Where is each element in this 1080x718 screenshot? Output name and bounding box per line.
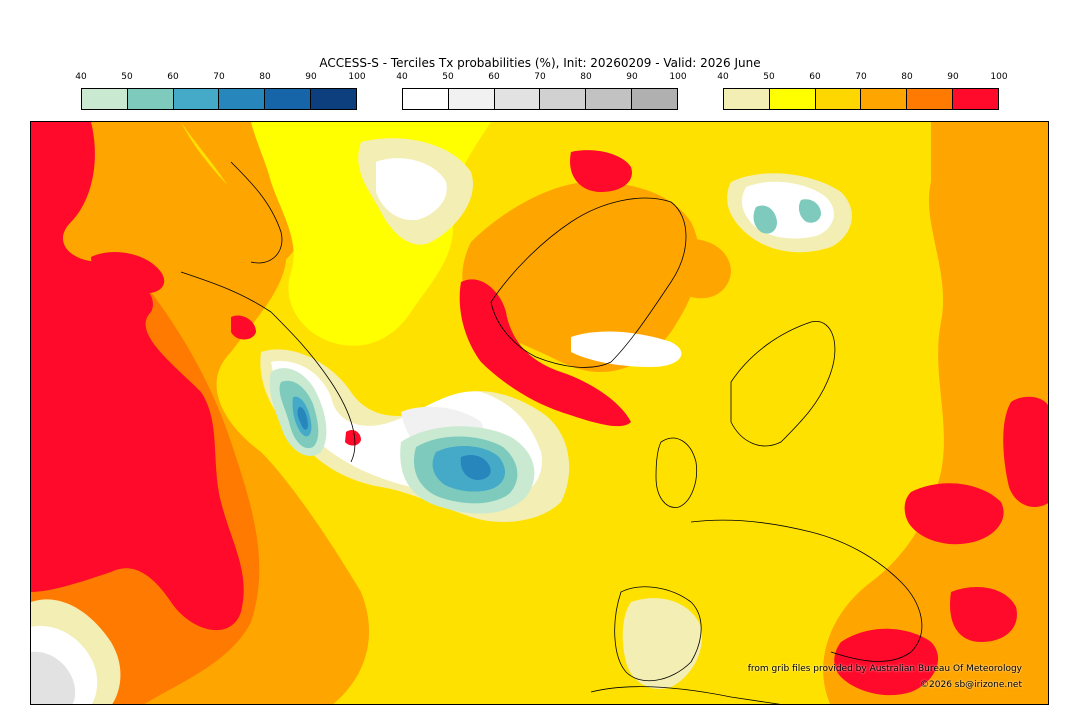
colorbar-tick: 40 bbox=[396, 72, 408, 82]
colorbar-tick: 90 bbox=[947, 72, 959, 82]
colorbar-tick: 80 bbox=[259, 72, 271, 82]
field-orange-east bbox=[823, 122, 1048, 704]
colorbar-swatch bbox=[265, 89, 312, 109]
colorbar-tick: 50 bbox=[442, 72, 454, 82]
source-credit: from grib files provided by Australian B… bbox=[747, 664, 1022, 674]
colorbar-above-normal: 40 50 60 70 80 90 100 bbox=[717, 72, 1008, 112]
field-red-speck bbox=[345, 429, 361, 446]
field-white-arctic bbox=[376, 158, 447, 221]
field-red-west-2 bbox=[91, 252, 165, 294]
colorbar-swatches bbox=[723, 88, 999, 110]
colorbar-tick: 70 bbox=[213, 72, 225, 82]
colorbar-swatches bbox=[81, 88, 357, 110]
field-blue-scandinavia bbox=[753, 205, 777, 234]
coastline-scandinavia bbox=[730, 321, 836, 447]
colorbar-swatch bbox=[494, 89, 541, 109]
colorbar-swatch bbox=[586, 89, 633, 109]
coastline-greenland bbox=[490, 197, 687, 368]
colorbar-swatch bbox=[127, 89, 174, 109]
probability-map: from grib files provided by Australian B… bbox=[30, 121, 1049, 705]
coastline-africa bbox=[590, 686, 781, 704]
colorbar-tick: 60 bbox=[167, 72, 179, 82]
coastline-iberia bbox=[614, 586, 702, 681]
colorbar-tick: 50 bbox=[121, 72, 133, 82]
field-white-greenland bbox=[571, 331, 682, 367]
colorbar-swatch bbox=[173, 89, 220, 109]
colorbar-tick: 100 bbox=[348, 72, 366, 82]
colorbar-ticks: 40 50 60 70 80 90 100 bbox=[717, 72, 1007, 86]
field-blue-atlantic-4 bbox=[460, 455, 491, 480]
field-red-greenland bbox=[459, 279, 631, 427]
field-pale-iberia bbox=[622, 598, 702, 690]
field-red-greenland-n bbox=[570, 150, 632, 192]
colorbar-swatch bbox=[769, 89, 816, 109]
colorbar-swatch bbox=[632, 89, 677, 109]
colorbar-swatch bbox=[815, 89, 862, 109]
colorbar-swatch bbox=[82, 89, 128, 109]
colorbar-tick: 70 bbox=[855, 72, 867, 82]
colorbar-swatch bbox=[219, 89, 266, 109]
colorbar-ticks: 40 50 60 70 80 90 100 bbox=[396, 72, 686, 86]
field-red-speck bbox=[231, 315, 256, 340]
colorbar-tick: 90 bbox=[305, 72, 317, 82]
coastline-canada bbox=[180, 271, 356, 463]
colorbar-swatch bbox=[403, 89, 449, 109]
colorbar-swatches bbox=[402, 88, 678, 110]
coastline-british-isles bbox=[655, 437, 698, 508]
colorbar-swatch bbox=[448, 89, 495, 109]
coastline-europe bbox=[690, 519, 923, 662]
map-field bbox=[31, 122, 1048, 704]
colorbar-tick: 100 bbox=[990, 72, 1008, 82]
field-orange-greenland bbox=[462, 182, 700, 372]
colorbar-ticks: 40 50 60 70 80 90 100 bbox=[75, 72, 365, 86]
field-red-west bbox=[31, 122, 244, 631]
colorbar-tick: 40 bbox=[717, 72, 729, 82]
copyright-credit: ©2026 sb@irizone.net bbox=[920, 680, 1022, 690]
colorbar-near-normal: 40 50 60 70 80 90 100 bbox=[396, 72, 687, 112]
colorbar-tick: 70 bbox=[534, 72, 546, 82]
field-red-med-2 bbox=[950, 587, 1017, 642]
colorbar-tick: 40 bbox=[75, 72, 87, 82]
colorbar-below-normal: 40 50 60 70 80 90 100 bbox=[75, 72, 366, 112]
colorbar-swatch bbox=[540, 89, 587, 109]
coastline-baffin bbox=[230, 161, 283, 264]
colorbar-swatch bbox=[907, 89, 954, 109]
colorbar-tick: 50 bbox=[763, 72, 775, 82]
colorbar-tick: 60 bbox=[809, 72, 821, 82]
colorbar-swatch bbox=[861, 89, 908, 109]
colorbar-swatch bbox=[724, 89, 770, 109]
colorbar-swatch bbox=[311, 89, 356, 109]
field-blue-labrador-4 bbox=[297, 406, 308, 430]
field-blue-scandinavia-2 bbox=[798, 199, 821, 223]
colorbar-tick: 80 bbox=[901, 72, 913, 82]
chart-title: ACCESS-S - Terciles Tx probabilities (%)… bbox=[319, 56, 761, 70]
colorbar-tick: 90 bbox=[626, 72, 638, 82]
field-red-east bbox=[1003, 396, 1048, 507]
field-grey-sw bbox=[31, 651, 76, 704]
colorbar-tick: 80 bbox=[580, 72, 592, 82]
field-red-blacksea bbox=[904, 483, 1004, 545]
field-red-med bbox=[834, 628, 939, 696]
colorbar-tick: 100 bbox=[669, 72, 687, 82]
colorbar-tick: 60 bbox=[488, 72, 500, 82]
field-orange-scandinavia bbox=[667, 238, 731, 299]
coastlines bbox=[180, 161, 923, 704]
colorbar-swatch bbox=[953, 89, 998, 109]
